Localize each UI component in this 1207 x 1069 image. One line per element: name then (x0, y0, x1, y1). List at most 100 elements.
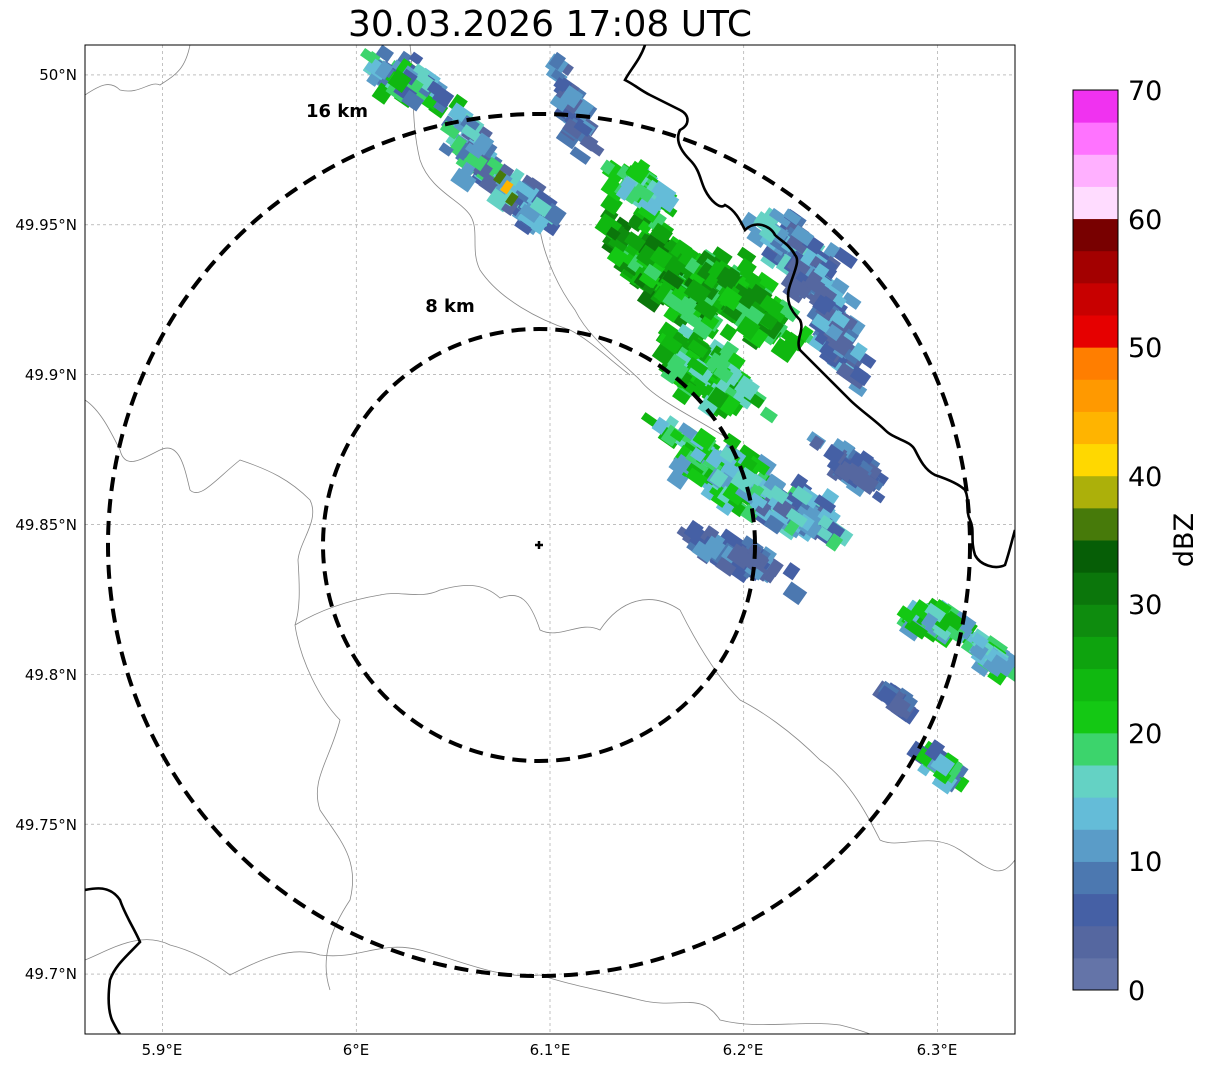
colorbar-segment-8 (1073, 700, 1118, 734)
echo-cell-799 (768, 207, 792, 228)
lon-label-6-2: 6.2°E (723, 1041, 764, 1059)
echo-cell-226 (553, 77, 569, 93)
echo-cell-368 (600, 193, 623, 216)
echo-cell-549 (735, 315, 761, 341)
echo-cell-340 (637, 220, 653, 235)
lon-label-6: 6°E (343, 1041, 370, 1059)
border-belgium-luxembourg (85, 887, 142, 1034)
echo-cell-1027 (690, 447, 707, 463)
echo-cell-1038 (719, 446, 738, 464)
echo-cell-392 (606, 226, 621, 241)
echo-cell-540 (744, 271, 762, 289)
map-title: 30.03.2026 17:08 UTC (347, 4, 753, 45)
echo-cell-678 (687, 339, 709, 359)
echo-cell-737 (632, 182, 655, 203)
echo-cell-520 (758, 294, 785, 318)
echo-cell-1192 (871, 490, 886, 504)
echo-cell-1342 (933, 624, 952, 641)
ring-label-8km: 8 km (425, 296, 475, 317)
lat-label-49-95: 49.95°N (15, 216, 77, 234)
echo-cell-819 (799, 248, 817, 267)
echo-cell-668 (667, 353, 687, 373)
admin-boundary-south-west (294, 624, 354, 991)
echo-cell-896 (812, 294, 833, 316)
echo-cell-1149 (749, 492, 768, 509)
colorbar-segment-21 (1073, 282, 1118, 316)
colorbar-segment-22 (1073, 250, 1118, 284)
colorbar-tick-labels: 0 10 20 30 40 50 60 70 (1128, 76, 1162, 1007)
echo-cell-66 (400, 68, 418, 86)
echo-cell-1136 (825, 533, 844, 552)
echo-cell-1447 (932, 766, 952, 785)
colorbar-segment-1 (1073, 925, 1118, 959)
echo-cell-1279 (736, 550, 761, 573)
echo-cell-852 (813, 263, 830, 279)
echo-cell-388 (635, 244, 661, 269)
echo-cell-1140 (763, 514, 785, 535)
echo-cell-1449 (924, 739, 946, 761)
echo-cell-875 (814, 332, 828, 346)
echo-cell-769 (841, 292, 862, 310)
echo-cell-1451 (500, 180, 514, 195)
echo-cell-1278 (701, 535, 726, 560)
echo-cell-738 (631, 159, 651, 180)
colorbar-segment-12 (1073, 572, 1118, 605)
echo-cell-1065 (790, 473, 809, 492)
echo-cell-1033 (669, 428, 685, 443)
echo-cell-189 (518, 203, 541, 223)
echo-cell-750 (760, 253, 778, 270)
echo-cell-78 (433, 98, 449, 114)
echo-cell-1389 (989, 654, 1015, 677)
echo-cell-675 (707, 352, 731, 374)
echo-cell-1347 (904, 618, 928, 640)
colorbar-segment-24 (1073, 186, 1118, 220)
echo-cell-181 (530, 214, 550, 235)
lat-label-50: 50°N (39, 66, 77, 84)
echo-cell-821 (782, 208, 802, 226)
admin-boundaries (85, 45, 1015, 1034)
echo-cell-879 (819, 340, 842, 362)
colorbar-segment-10 (1073, 636, 1118, 670)
colorbar-segment-13 (1073, 540, 1118, 573)
echo-cell-57 (359, 48, 377, 64)
colorbar-segment-9 (1073, 668, 1118, 702)
echo-cell-179 (514, 180, 535, 199)
echo-cell-872 (849, 342, 868, 361)
echo-cell-1248 (683, 519, 704, 541)
echo-cell-1343 (943, 610, 965, 631)
admin-boundary-center (294, 584, 681, 634)
echo-cell-946 (722, 496, 747, 518)
range-rings: 8 km 16 km (106, 101, 972, 978)
admin-boundary-north (85, 45, 191, 96)
echo-cell-667 (706, 386, 730, 409)
echo-cell-397 (675, 295, 699, 320)
colorbar-segment-0 (1073, 957, 1118, 991)
echo-cell-548 (738, 287, 760, 310)
radar-site-marker (535, 541, 543, 549)
admin-boundary-south-east (539, 974, 871, 1034)
echo-cell-63 (401, 89, 425, 112)
echo-cell-755 (833, 246, 858, 269)
colorbar-segment-5 (1073, 797, 1118, 830)
echo-cell-129 (471, 132, 495, 156)
echo-cell-813 (786, 231, 811, 255)
echo-cell-669 (684, 381, 699, 396)
colorbar-segment-14 (1073, 507, 1118, 541)
echo-cell-65 (413, 63, 431, 80)
echo-cell-1022 (692, 427, 717, 451)
echo-cell-1333 (932, 599, 952, 618)
echo-cell-550 (692, 320, 713, 341)
colorbar-tick-50: 50 (1128, 333, 1162, 364)
echo-cell-272 (613, 216, 633, 236)
echo-cell-23 (408, 51, 424, 66)
echo-cell-108 (459, 161, 476, 179)
echo-cell-1452 (505, 192, 519, 207)
colorbar-segment-27 (1073, 90, 1118, 123)
echo-cell-188 (495, 172, 513, 190)
echo-cell-1139 (768, 485, 790, 505)
map-frame (84, 44, 1016, 1035)
colorbar-segment-19 (1073, 347, 1118, 380)
echo-cell-218 (583, 138, 605, 157)
echo-cell-399 (643, 263, 662, 281)
lon-label-6-1: 6.1°E (530, 1041, 571, 1059)
